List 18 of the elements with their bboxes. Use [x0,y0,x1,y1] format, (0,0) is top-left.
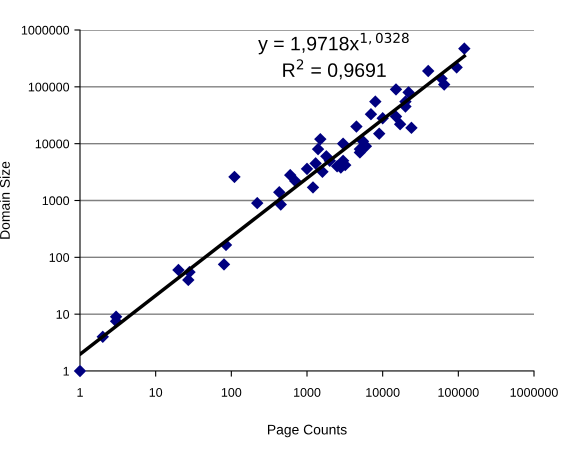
x-tick-label: 1000 [294,388,320,397]
x-tick-label: 10000 [366,388,400,397]
y-tick-label: 1 [64,366,69,376]
x-tick-label: 10 [150,388,162,397]
y-tick-label: 100 [50,253,70,262]
y-tick-label: 10 [56,310,70,319]
y-tick-label: 100000 [28,82,70,92]
annotation: R$^{2}$ = 0,9691 [283,59,386,80]
x-tick-label: 100000 [438,388,479,397]
y-tick-label: 10000 [36,139,70,148]
x-axis-title: Page Counts [268,424,347,438]
y-tick-label: 1000 [42,196,70,206]
x-tick-label: 100 [222,388,242,397]
y-tick-label: 1000000 [22,26,70,35]
annotation: y = 1,9718x$^{1,0328}$ [258,32,409,54]
y-axis-title: Domain Size [0,162,10,239]
x-tick-label: 1000000 [510,388,558,397]
x-tick-label: 1 [77,388,83,397]
